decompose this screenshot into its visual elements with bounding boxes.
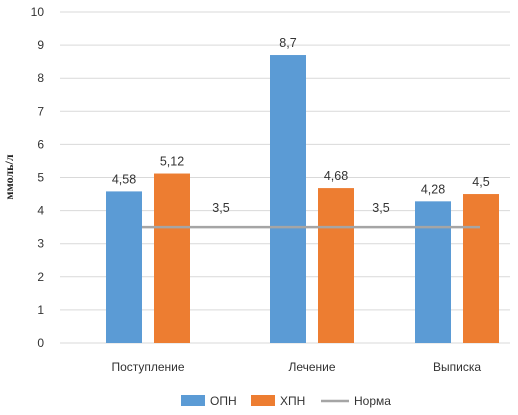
- y-tick-label: 0: [37, 336, 44, 350]
- y-tick-label: 3: [37, 237, 44, 251]
- y-tick-label: 10: [31, 5, 45, 19]
- data-label: 4,68: [324, 169, 348, 183]
- x-category-label: Поступление: [111, 360, 184, 374]
- x-category-label: Лечение: [288, 360, 335, 374]
- y-tick-label: 5: [37, 171, 44, 185]
- legend-swatch: [251, 395, 275, 406]
- data-label: 4,28: [421, 182, 445, 196]
- y-tick-label: 6: [37, 137, 44, 151]
- reference-line-group: 3,5 3,5: [142, 201, 480, 229]
- bar: [318, 188, 354, 343]
- y-tick-label: 2: [37, 270, 44, 284]
- data-label: 5,12: [160, 155, 184, 169]
- y-tick-label: 4: [37, 204, 44, 218]
- reference-line-label: 3,5: [212, 201, 229, 215]
- x-axis-categories: Поступление Лечение Выписка: [111, 360, 481, 374]
- y-axis-label: ммоль/л: [2, 154, 16, 199]
- legend-label: Норма: [354, 394, 391, 408]
- data-labels: 4,58 8,7 4,28 5,12 4,68 4,5: [112, 36, 490, 196]
- bar: [415, 201, 451, 343]
- data-label: 4,5: [472, 175, 489, 189]
- legend-label: ХПН: [280, 394, 305, 408]
- data-label: 4,58: [112, 172, 136, 186]
- legend-swatch: [181, 395, 205, 406]
- bar: [463, 194, 499, 343]
- bar: [270, 55, 306, 343]
- reference-line-label: 3,5: [372, 201, 389, 215]
- legend-label: ОПН: [210, 394, 237, 408]
- data-label: 8,7: [279, 36, 296, 50]
- bars: [106, 55, 499, 343]
- y-tick-label: 8: [37, 71, 44, 85]
- y-tick-label: 9: [37, 38, 44, 52]
- y-axis-ticks: 0 1 2 3 4 5 6 7 8 9 10: [31, 5, 45, 350]
- y-tick-label: 7: [37, 104, 44, 118]
- x-category-label: Выписка: [433, 360, 481, 374]
- bar: [106, 191, 142, 343]
- legend: ОПН ХПН Норма: [181, 394, 391, 408]
- y-tick-label: 1: [37, 303, 44, 317]
- bar: [154, 173, 190, 343]
